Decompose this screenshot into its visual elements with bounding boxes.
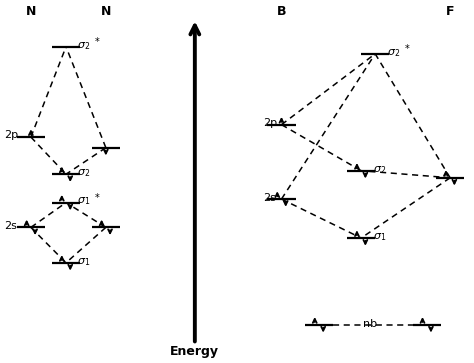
Text: $\sigma_2$: $\sigma_2$: [387, 47, 400, 59]
Text: $\sigma_1$: $\sigma_1$: [77, 256, 90, 268]
Text: N: N: [100, 5, 111, 19]
Text: N: N: [26, 5, 36, 19]
Text: 2s: 2s: [263, 193, 276, 203]
Text: $\sigma_2$: $\sigma_2$: [77, 167, 90, 179]
Text: Energy: Energy: [170, 346, 219, 358]
Text: B: B: [277, 5, 286, 19]
Text: F: F: [446, 5, 455, 19]
Text: $\sigma_1$: $\sigma_1$: [373, 231, 386, 243]
Text: 2s: 2s: [4, 221, 17, 231]
Text: 2p: 2p: [4, 130, 18, 140]
Text: $\sigma_2$: $\sigma_2$: [373, 164, 386, 176]
Text: nb: nb: [364, 319, 378, 329]
Text: *: *: [95, 193, 100, 203]
Text: 2p: 2p: [263, 118, 277, 128]
Text: $\sigma_2$: $\sigma_2$: [77, 40, 90, 52]
Text: $\sigma_1$: $\sigma_1$: [77, 196, 90, 207]
Text: *: *: [95, 37, 100, 47]
Text: *: *: [405, 44, 410, 54]
